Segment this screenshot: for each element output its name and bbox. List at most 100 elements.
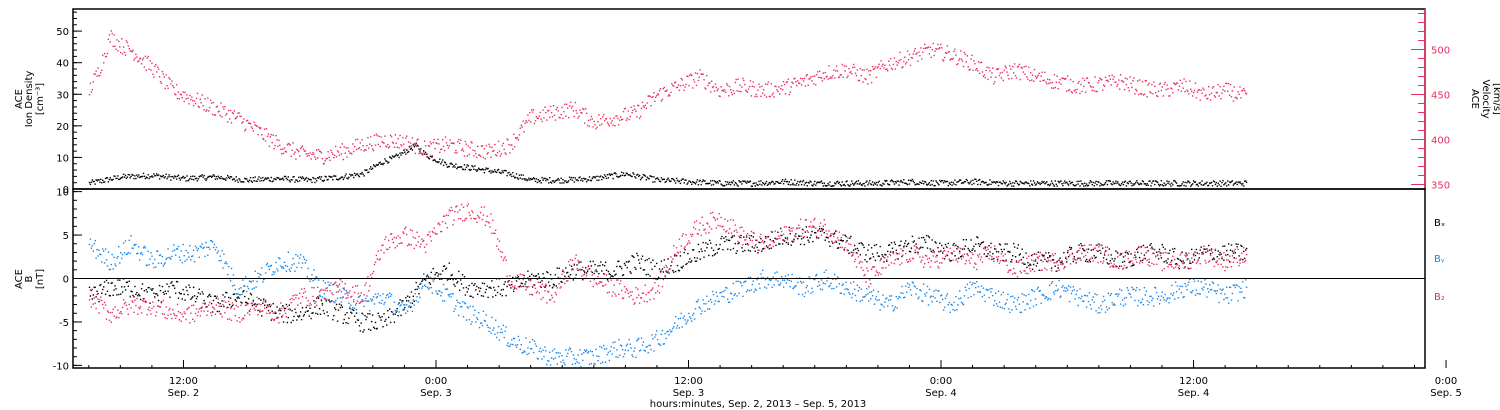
by-point (914, 286, 916, 288)
velocity-tick-label: 400 (1431, 136, 1450, 147)
density-point (880, 184, 882, 186)
bx-point (320, 299, 323, 302)
bx-point (1107, 263, 1110, 265)
bx-point (594, 263, 596, 266)
velocity-point (1153, 81, 1155, 83)
by-point (707, 308, 709, 310)
bx-point (1023, 263, 1025, 265)
density-point (1080, 180, 1082, 182)
bx-point (1085, 258, 1088, 261)
velocity-point (364, 149, 366, 151)
density-point (950, 181, 952, 183)
bx-point (1049, 255, 1051, 257)
density-point (1085, 183, 1088, 185)
velocity-point (1162, 95, 1164, 97)
density-point (852, 182, 854, 185)
bx-point (449, 278, 451, 280)
density-point (431, 156, 433, 158)
by-point (642, 341, 645, 343)
bx-point (503, 283, 505, 285)
velocity-point (603, 120, 606, 122)
by-point (1119, 288, 1121, 290)
bx-point (548, 281, 550, 283)
density-point (920, 182, 922, 184)
bx-point (869, 258, 871, 260)
bx-point (923, 236, 925, 239)
bx-point (1150, 243, 1152, 245)
velocity-point (880, 60, 882, 62)
by-point (878, 299, 880, 301)
bx-point (1149, 244, 1151, 246)
velocity-point (1087, 81, 1090, 84)
velocity-point (1232, 100, 1235, 102)
by-point (606, 353, 609, 356)
by-point (143, 245, 146, 248)
bx-point (1231, 250, 1234, 252)
by-point (815, 275, 817, 277)
density-point (644, 175, 646, 177)
density-point (1221, 181, 1223, 184)
bx-point (243, 290, 245, 292)
density-point (207, 176, 209, 178)
by-point (1075, 293, 1077, 296)
velocity-point (197, 105, 200, 108)
bx-point (184, 299, 186, 301)
by-point (830, 282, 832, 284)
bx-point (372, 326, 375, 328)
by-point (910, 294, 913, 296)
velocity-point (210, 99, 212, 101)
bx-point (695, 260, 698, 262)
density-point (840, 185, 842, 187)
density-point (425, 153, 428, 155)
velocity-point (406, 149, 409, 151)
bx-point (645, 273, 647, 276)
bx-point (1000, 248, 1003, 251)
velocity-point (870, 81, 873, 84)
by-point (1089, 304, 1092, 306)
density-point (315, 178, 317, 180)
velocity-point (954, 48, 956, 50)
bx-point (690, 261, 692, 263)
density-point (563, 182, 565, 184)
velocity-point (375, 133, 378, 135)
by-point (1001, 307, 1003, 309)
bx-point (1010, 260, 1012, 263)
velocity-point (453, 142, 455, 145)
density-point (905, 182, 907, 184)
density-point (196, 180, 199, 182)
by-point (455, 305, 457, 307)
by-point (223, 253, 225, 255)
velocity-point (444, 136, 447, 138)
bx-point (210, 295, 212, 298)
by-point (873, 303, 876, 305)
velocity-point (762, 92, 764, 94)
density-point (359, 173, 361, 175)
by-point (1170, 293, 1172, 295)
by-point (1071, 290, 1074, 292)
bx-point (749, 250, 752, 252)
density-point (419, 150, 421, 152)
density-point (1103, 183, 1106, 185)
velocity-point (484, 158, 486, 160)
density-point (482, 169, 485, 171)
density-point (317, 177, 319, 179)
by-point (527, 347, 529, 349)
velocity-point (1133, 77, 1135, 79)
density-point (976, 180, 978, 182)
density-point (674, 182, 677, 184)
by-point (620, 344, 622, 346)
by-point (721, 295, 723, 298)
bx-point (1072, 260, 1074, 263)
density-point (933, 185, 935, 187)
bx-point (1018, 254, 1021, 256)
density-point (247, 181, 250, 183)
bx-point (150, 288, 152, 290)
by-point (1152, 297, 1154, 300)
velocity-point (258, 126, 260, 128)
velocity-point (599, 124, 601, 126)
density-point (742, 180, 744, 182)
by-point (98, 249, 100, 251)
velocity-point (184, 91, 186, 94)
bx-point (1138, 256, 1141, 259)
by-point (1173, 292, 1175, 294)
